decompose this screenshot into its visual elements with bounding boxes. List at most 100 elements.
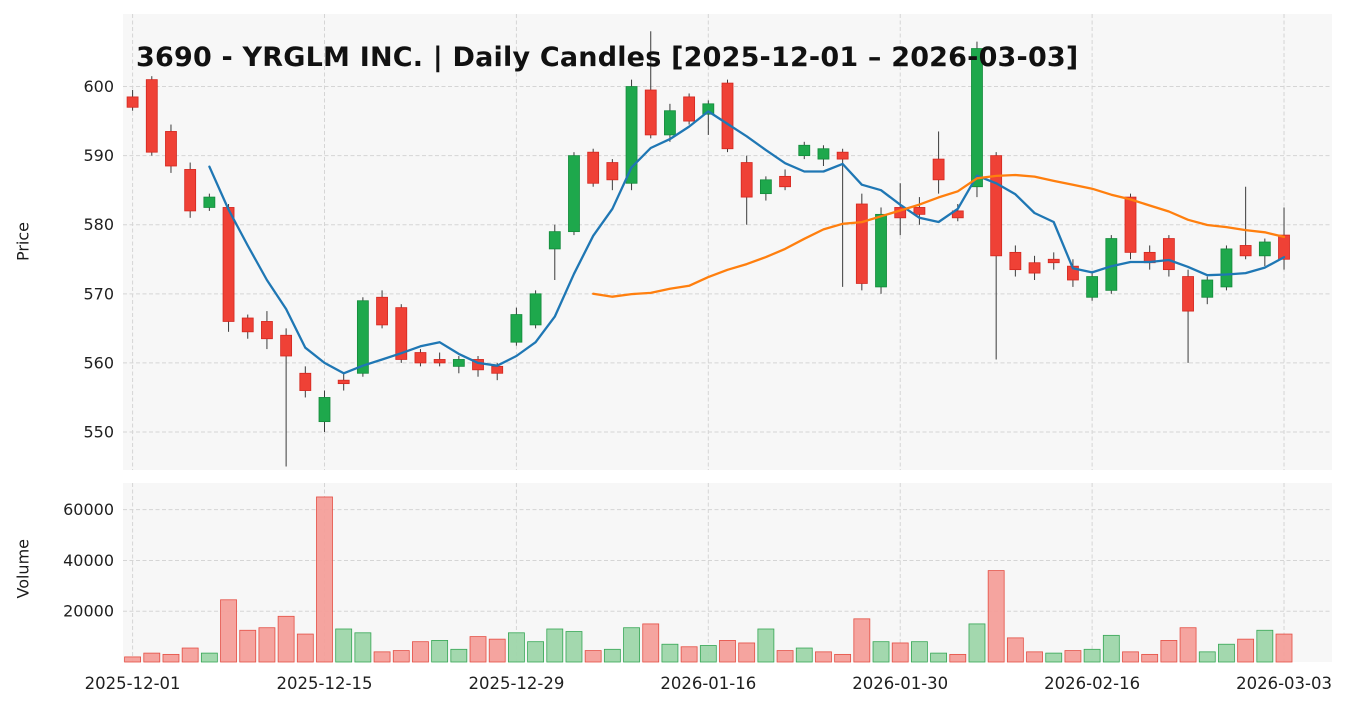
volume-bar [1064, 650, 1082, 663]
price-tick-label: 590 [83, 146, 114, 165]
sma5-line [208, 110, 1286, 375]
volume-bar [508, 632, 525, 663]
volume-bar [623, 627, 640, 663]
candle-body [625, 86, 638, 184]
candle-body [376, 296, 388, 326]
candle-body [1258, 241, 1271, 257]
candle-body [452, 359, 465, 367]
volume-bar [220, 599, 237, 663]
candle-body [1009, 251, 1022, 271]
volume-bar [584, 650, 602, 663]
volume-bar [335, 628, 353, 663]
candle-body [855, 203, 868, 284]
candle-body [1239, 245, 1252, 257]
candle-body [683, 96, 696, 122]
price-tick-label: 580 [83, 215, 114, 234]
volume-bar [1160, 640, 1178, 663]
x-tick-label: 2026-01-30 [852, 674, 948, 693]
x-tick-label: 2026-01-16 [660, 674, 756, 693]
candle-body [875, 213, 887, 288]
x-tick-label: 2025-12-15 [277, 674, 373, 693]
sma25-line [592, 173, 1286, 298]
volume-bar [815, 651, 832, 663]
volume-axis-label: Volume [13, 538, 33, 599]
candle-body [644, 89, 657, 136]
candle-body [1124, 196, 1137, 253]
volume-bar [296, 633, 314, 663]
price-tick-label: 560 [83, 353, 114, 372]
x-tick-label: 2025-12-01 [85, 674, 181, 693]
volume-bar [1218, 643, 1235, 663]
candle-body [1201, 279, 1214, 298]
volume-tick-label: 40000 [63, 551, 114, 570]
volume-bar [1083, 648, 1101, 663]
volume-bar [565, 631, 583, 663]
volume-bar [488, 638, 506, 663]
candle-body [932, 158, 945, 181]
volume-bar [354, 632, 372, 663]
candle-body [299, 372, 312, 391]
volume-bar [738, 642, 756, 663]
volume-bar [412, 641, 429, 663]
candle-body [1182, 276, 1194, 312]
volume-bar [1179, 627, 1197, 663]
volume-bar [891, 642, 909, 663]
candle-body [779, 175, 791, 188]
candle-body [568, 155, 580, 233]
volume-bar [392, 650, 410, 663]
volume-bar [469, 636, 487, 663]
volume-bar [872, 641, 890, 663]
volume-bar [911, 641, 928, 663]
volume-bar [1102, 634, 1120, 663]
x-tick-label: 2026-03-03 [1236, 674, 1332, 693]
candle-body [1162, 238, 1175, 271]
candle-body [721, 82, 734, 150]
x-tick-label: 2026-02-16 [1044, 674, 1140, 693]
candle-body [510, 314, 523, 343]
volume-bar [1026, 651, 1043, 663]
candle-body [203, 196, 216, 208]
candle-body [1047, 258, 1060, 264]
volume-bar [642, 623, 660, 663]
candle-body [222, 207, 235, 322]
volume-bar [431, 640, 449, 663]
volume-bar [795, 647, 813, 663]
volume-bar [603, 648, 621, 663]
price-tick-label: 550 [83, 423, 114, 442]
candle-body [759, 179, 772, 195]
candle-body [990, 155, 1003, 257]
candle-body [145, 79, 158, 153]
volume-bar [1006, 637, 1024, 663]
candle-body [1028, 262, 1041, 274]
volume-bar [546, 628, 564, 663]
volume-bar [373, 651, 391, 663]
volume-bar [124, 656, 141, 663]
candle-body [798, 144, 811, 157]
candle-body [817, 148, 830, 160]
volume-bar [258, 627, 276, 663]
volume-bar [1198, 651, 1216, 663]
volume-bar [143, 652, 161, 663]
candle-body [951, 210, 964, 219]
volume-bar [450, 648, 468, 663]
volume-bar [1237, 638, 1255, 663]
volume-tick-label: 60000 [63, 500, 114, 519]
volume-bar [719, 640, 736, 663]
candle-body [529, 293, 542, 326]
volume-bar [680, 646, 698, 663]
volume-bar [699, 645, 717, 663]
price-tick-label: 570 [83, 284, 114, 303]
volume-bar [162, 653, 180, 663]
candle-body [433, 359, 446, 364]
volume-bar [1141, 653, 1159, 663]
candle-body [337, 379, 350, 385]
volume-bar [987, 570, 1005, 663]
volume-bar [661, 643, 679, 663]
candle-body [126, 96, 139, 108]
volume-bar [200, 652, 218, 663]
volume-bar [1045, 652, 1063, 663]
candle-body [913, 207, 926, 215]
candle-body [1278, 234, 1290, 260]
candle-body [241, 317, 254, 333]
